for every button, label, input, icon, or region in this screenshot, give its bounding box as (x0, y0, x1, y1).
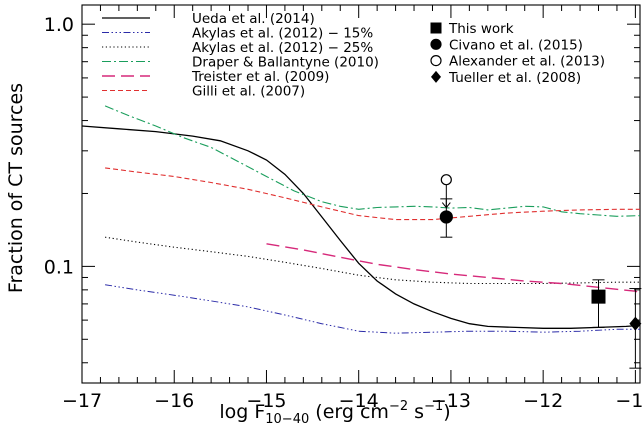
data-point-2 (440, 174, 452, 186)
y-tick-label: 0.1 (44, 256, 74, 278)
data-point-0 (591, 289, 606, 304)
x-axis-title-exp2: −1 (424, 399, 443, 414)
series-line-5 (105, 167, 640, 221)
points-group (439, 174, 642, 369)
x-axis-title-exp1: −2 (389, 399, 408, 414)
data-point-1 (439, 210, 453, 224)
legend: Ueda et al. (2014)Akylas et al. (2012) −… (102, 11, 605, 100)
x-tick-label: −11 (615, 390, 642, 412)
x-axis-title-close: ) (443, 401, 450, 423)
y-tick-label: 1.0 (44, 14, 74, 36)
legend-label: Tueller et al. (2008) (448, 70, 581, 86)
x-tick-label: −12 (523, 390, 563, 412)
x-tick-label: −15 (246, 390, 286, 412)
x-tick-label: −16 (154, 390, 194, 412)
series-line-1 (105, 284, 640, 334)
x-axis-title-mid: s (408, 401, 424, 423)
legend-label: Civano et al. (2015) (449, 37, 583, 53)
legend-label: This work (448, 21, 514, 37)
legend-label: Alexander et al. (2013) (449, 54, 605, 70)
legend-label: Akylas et al. (2012) − 25% (192, 40, 373, 56)
x-axis-title-unit: (erg cm (309, 401, 389, 423)
legend-label: Draper & Ballantyne (2010) (192, 55, 379, 71)
x-axis-title: log F10−40 (erg cm−2 s−1) (219, 399, 450, 427)
legend-label: Akylas et al. (2012) − 15% (192, 26, 373, 42)
x-axis-title-sub: 10−40 (265, 412, 309, 427)
series-line-0 (82, 125, 640, 329)
legend-marker (431, 70, 441, 83)
legend-label: Gilli et al. (2007) (192, 84, 305, 100)
series-line-3 (104, 105, 640, 217)
x-tick-label: −17 (62, 390, 102, 412)
series-line-4 (266, 243, 640, 294)
x-tick-label: −13 (431, 390, 471, 412)
axes: −17 −16 −15 −14 −13 −12 −11 0.1 1.0 (44, 4, 642, 412)
series-group (82, 105, 640, 334)
legend-label: Ueda et al. (2014) (192, 11, 315, 27)
x-axis-title-main: log F (219, 401, 265, 423)
data-point-3 (629, 316, 642, 331)
upper-limit-arrowhead (441, 202, 451, 209)
y-axis-title: Fraction of CT sources (5, 83, 27, 293)
legend-marker (430, 22, 442, 34)
series-line-2 (105, 236, 640, 285)
legend-marker (430, 54, 442, 67)
legend-label: Treister et al. (2009) (191, 69, 329, 85)
plot-frame (81, 4, 641, 384)
x-tick-label: −14 (339, 390, 379, 412)
legend-marker (430, 38, 442, 50)
